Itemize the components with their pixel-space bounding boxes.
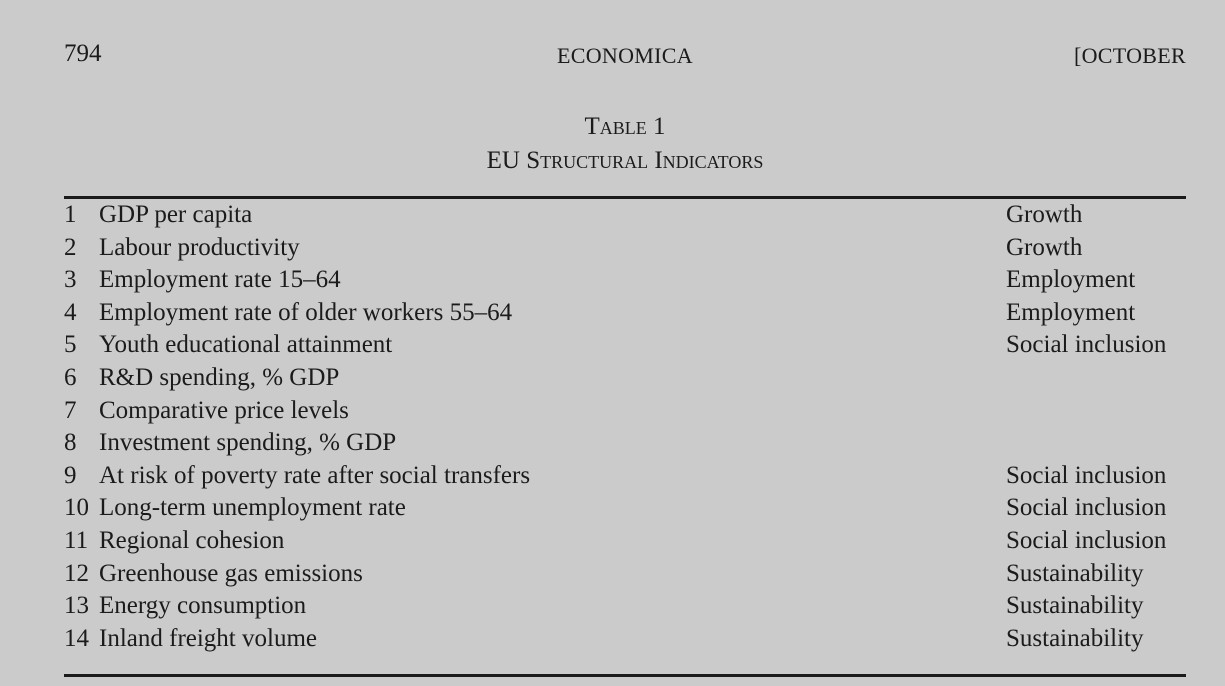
indicator-name: Employment rate 15–64 bbox=[99, 266, 341, 294]
indicator-category: Social inclusion bbox=[1006, 494, 1167, 522]
table-row: 4 Employment rate of older workers 55–64 E… bbox=[64, 297, 1186, 330]
indicator-name: Youth educational attainment bbox=[99, 331, 393, 359]
indicator-name: GDP per capita bbox=[99, 201, 253, 228]
indicator-category: Growth bbox=[1006, 233, 1083, 261]
table-row: 12 Greenhouse gas emissions Sustainability bbox=[64, 558, 1186, 591]
row-number: 10 bbox=[64, 494, 89, 522]
indicator-category: Sustainability bbox=[1006, 592, 1144, 620]
row-number: 7 bbox=[64, 396, 77, 424]
indicator-name: R&D spending, % GDP bbox=[99, 363, 340, 391]
indicator-name: Inland freight volume bbox=[99, 624, 317, 652]
indicator-name: At risk of poverty rate after social tra… bbox=[99, 461, 531, 489]
journal-name: ECONOMICA bbox=[557, 43, 693, 68]
indicator-category: Sustainability bbox=[1006, 559, 1144, 587]
table-row: 3 Employment rate 15–64 Employment bbox=[64, 264, 1186, 297]
indicator-name: Regional cohesion bbox=[99, 526, 285, 554]
table-row: 11 Regional cohesion Social inclusion bbox=[64, 525, 1186, 558]
row-number: 1 bbox=[64, 201, 77, 228]
indicator-name: Greenhouse gas emissions bbox=[99, 559, 363, 587]
indicator-category: Growth bbox=[1006, 201, 1083, 228]
table-row: 1 GDP per capita Growth bbox=[64, 199, 1186, 232]
table-title: EU Structural Indicators bbox=[486, 147, 764, 174]
table-row: 14 Inland freight volume Sustainability bbox=[64, 623, 1186, 656]
running-head: 794 ECONOMICA [OCTOBER bbox=[64, 40, 1186, 72]
row-number: 4 bbox=[64, 298, 77, 326]
indicator-name: Employment rate of older workers 55–64 bbox=[99, 298, 513, 326]
indicator-category: Social inclusion bbox=[1006, 526, 1167, 554]
row-number: 5 bbox=[64, 331, 77, 359]
table-row: 2 Labour productivity Growth bbox=[64, 232, 1186, 265]
table-bottom-rule bbox=[64, 674, 1186, 677]
row-number: 12 bbox=[64, 559, 89, 587]
table-label: Table 1 bbox=[584, 113, 666, 140]
indicator-name: Energy consumption bbox=[99, 592, 307, 620]
table-row: 10 Long-term unemployment rate Social incl… bbox=[64, 492, 1186, 525]
indicator-name: Investment spending, % GDP bbox=[99, 429, 397, 457]
row-number: 13 bbox=[64, 592, 89, 620]
row-number: 14 bbox=[64, 624, 89, 652]
indicator-category: Sustainability bbox=[1006, 624, 1144, 652]
indicator-category: Social inclusion bbox=[1006, 461, 1167, 489]
table-top-rule bbox=[64, 196, 1186, 199]
table-row: 8 Investment spending, % GDP bbox=[64, 427, 1186, 460]
indicator-name: Comparative price levels bbox=[99, 396, 349, 424]
table-row: 6 R&D spending, % GDP bbox=[64, 362, 1186, 395]
row-number: 3 bbox=[64, 266, 77, 294]
table-row: 5 Youth educational attainment Social incl… bbox=[64, 329, 1186, 362]
indicator-name: Long-term unemployment rate bbox=[99, 494, 406, 522]
row-number: 6 bbox=[64, 363, 77, 391]
page-number: 794 bbox=[64, 40, 102, 67]
indicator-table: 1 GDP per capita Growth 2 Labour productivit… bbox=[64, 199, 1186, 655]
row-number: 8 bbox=[64, 429, 77, 457]
indicator-category: Employment bbox=[1006, 266, 1136, 294]
table-row: 9 At risk of poverty rate after social tr… bbox=[64, 460, 1186, 493]
indicator-category: Employment bbox=[1006, 298, 1136, 326]
row-number: 9 bbox=[64, 461, 77, 489]
table-row: 7 Comparative price levels bbox=[64, 395, 1186, 428]
row-number: 11 bbox=[64, 526, 89, 554]
indicator-name: Labour productivity bbox=[99, 233, 300, 261]
indicator-category: Social inclusion bbox=[1006, 331, 1167, 359]
table-row: 13 Energy consumption Sustainability bbox=[64, 590, 1186, 623]
issue-month: [OCTOBER bbox=[1073, 43, 1186, 68]
row-number: 2 bbox=[64, 233, 77, 261]
